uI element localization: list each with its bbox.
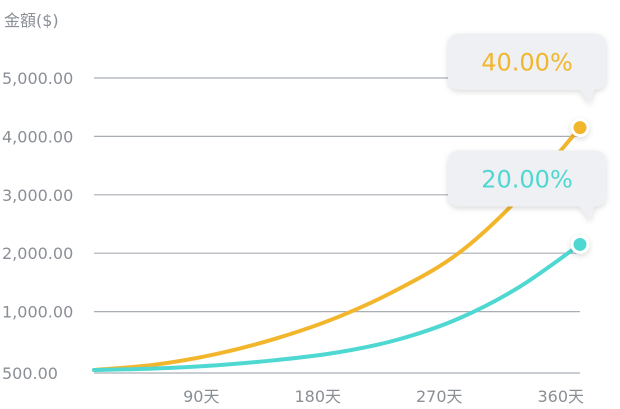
series-value-label: 40.00%	[481, 49, 573, 77]
gridlines	[94, 77, 580, 374]
x-tick-label: 180天	[294, 387, 341, 406]
y-tick-label: 5,000.00	[2, 69, 73, 88]
y-axis-ticks: 5,000.00 4,000.00 3,000.00 2,000.00 1,000.00…	[2, 69, 73, 383]
x-tick-label: 90天	[183, 387, 219, 406]
x-tick-label: 360天	[537, 387, 584, 406]
series-callouts: 40.00% 20.00%	[448, 33, 606, 254]
y-tick-label: 3,000.00	[2, 186, 73, 205]
x-axis-ticks: 90天 180天 270天 360天	[183, 387, 584, 406]
y-tick-label: 2,000.00	[2, 244, 73, 263]
x-tick-label: 270天	[416, 387, 463, 406]
series-lines	[92, 125, 582, 372]
endpoint-marker	[573, 237, 587, 251]
callout-bubble	[448, 150, 606, 221]
series-line	[92, 125, 582, 372]
y-axis-label: 金額($)	[4, 11, 59, 30]
y-tick-label: 500.00	[2, 364, 58, 383]
series-value-label: 20.00%	[481, 165, 573, 193]
series-line	[92, 242, 582, 372]
endpoint-marker	[573, 121, 587, 135]
y-tick-label: 4,000.00	[2, 127, 73, 146]
y-tick-label: 1,000.00	[2, 303, 73, 322]
callout-bubble	[448, 33, 606, 104]
